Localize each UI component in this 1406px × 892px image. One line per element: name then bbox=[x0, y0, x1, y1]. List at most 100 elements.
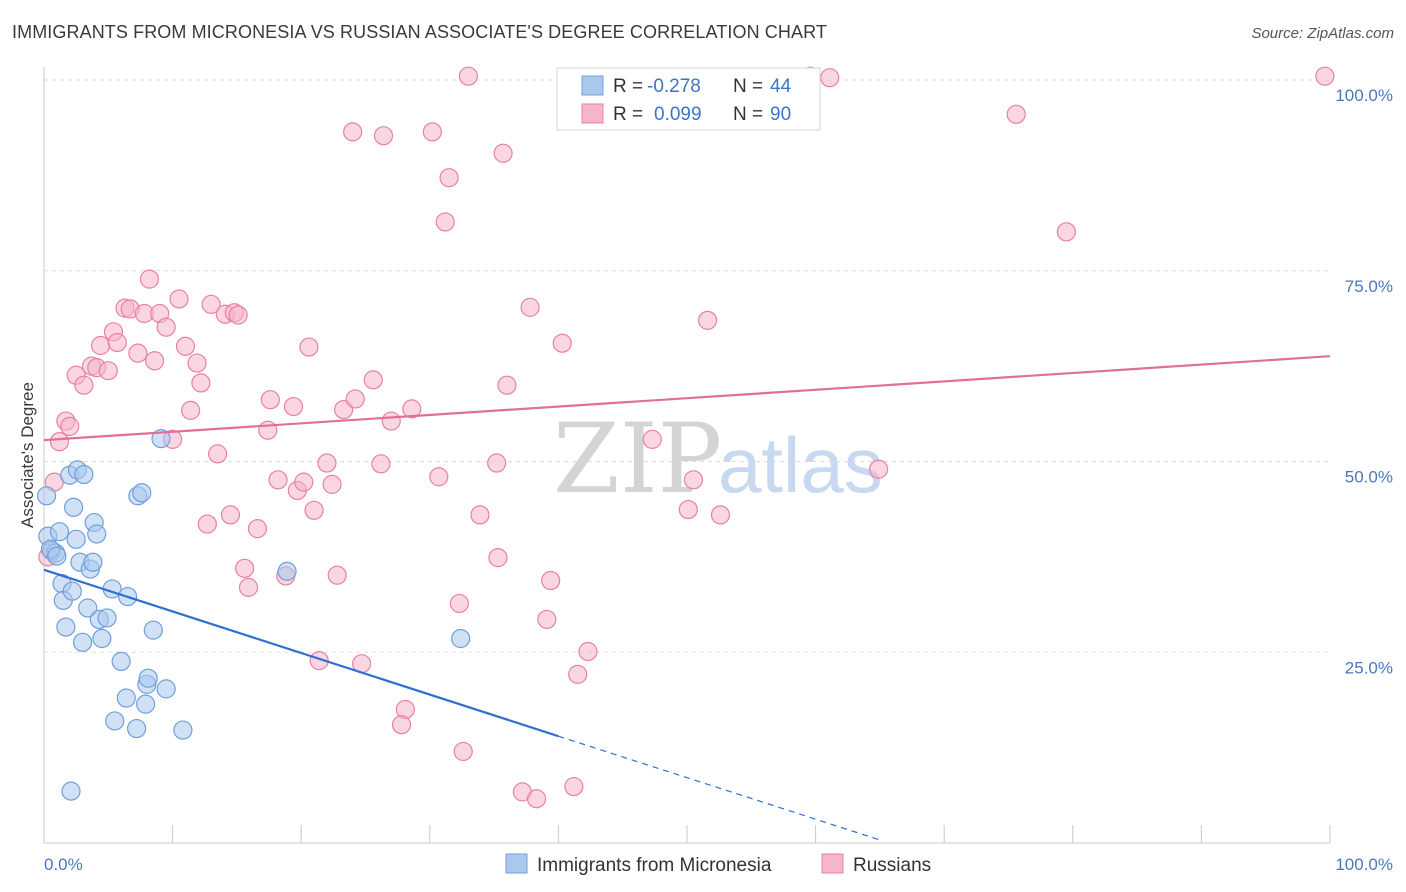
point-russians bbox=[449, 593, 469, 614]
point-micronesia bbox=[151, 429, 171, 449]
y-axis-label: Associate's Degree bbox=[18, 382, 37, 528]
point-russians bbox=[526, 789, 547, 809]
source-credit: Source: ZipAtlas.com bbox=[1251, 25, 1394, 42]
legend-stats-swatch-russians bbox=[581, 103, 604, 124]
point-micronesia bbox=[49, 522, 70, 542]
point-micronesia bbox=[92, 628, 112, 649]
point-russians bbox=[363, 370, 383, 390]
point-micronesia bbox=[78, 598, 98, 618]
point-micronesia bbox=[74, 464, 94, 485]
point-micronesia bbox=[173, 720, 193, 740]
point-micronesia bbox=[62, 581, 82, 601]
point-micronesia bbox=[111, 651, 131, 672]
trend-line-micronesia bbox=[43, 568, 559, 738]
point-micronesia bbox=[83, 552, 103, 572]
point-russians bbox=[107, 332, 127, 353]
legend-label-russians: Russians bbox=[853, 855, 931, 876]
point-russians bbox=[439, 168, 459, 188]
point-russians bbox=[402, 399, 422, 419]
trend-line-russians bbox=[43, 355, 1331, 442]
y-tick-label: 75.0% bbox=[1345, 277, 1393, 296]
point-russians bbox=[317, 453, 337, 473]
point-russians bbox=[49, 432, 70, 452]
point-micronesia bbox=[156, 679, 176, 699]
point-russians bbox=[98, 361, 118, 381]
legend-stats-r-label-micronesia: R = bbox=[613, 76, 643, 97]
point-russians bbox=[74, 375, 94, 395]
point-russians bbox=[470, 505, 490, 525]
point-micronesia bbox=[66, 529, 86, 549]
point-russians bbox=[869, 459, 889, 479]
watermark-atlas: atlas bbox=[718, 421, 883, 509]
point-russians bbox=[497, 375, 517, 395]
point-micronesia bbox=[138, 668, 158, 688]
point-russians bbox=[90, 335, 111, 356]
point-russians bbox=[493, 143, 513, 163]
point-micronesia bbox=[87, 524, 107, 544]
point-russians bbox=[238, 577, 259, 597]
point-russians bbox=[343, 122, 363, 142]
chart-title: IMMIGRANTS FROM MICRONESIA VS RUSSIAN AS… bbox=[12, 22, 827, 42]
legend-stats-n-label-russians: N = bbox=[733, 104, 763, 125]
legend-stats-swatch-micronesia bbox=[581, 75, 604, 96]
axes bbox=[43, 67, 1331, 844]
point-russians bbox=[299, 337, 319, 357]
point-russians bbox=[453, 741, 473, 762]
trend-lines bbox=[43, 355, 1331, 841]
point-russians bbox=[191, 373, 211, 393]
point-russians bbox=[1006, 104, 1026, 124]
point-russians bbox=[552, 333, 572, 353]
point-russians bbox=[435, 212, 455, 232]
point-russians bbox=[144, 351, 165, 371]
point-russians bbox=[201, 294, 221, 314]
legend-stats-n-value-russians: 90 bbox=[770, 104, 791, 125]
point-micronesia bbox=[97, 608, 117, 628]
point-russians bbox=[391, 715, 412, 735]
point-russians bbox=[268, 470, 288, 490]
legend-stats: R = -0.278 N = 44 R = 0.099 N = 90 bbox=[556, 67, 821, 131]
point-russians bbox=[568, 664, 588, 684]
point-micronesia bbox=[143, 620, 163, 640]
point-micronesia bbox=[451, 628, 471, 649]
point-russians bbox=[283, 396, 304, 417]
legend-stats-n-label-micronesia: N = bbox=[733, 76, 763, 97]
point-russians bbox=[169, 289, 189, 309]
point-russians bbox=[322, 474, 342, 494]
point-micronesia bbox=[63, 497, 84, 517]
point-russians bbox=[181, 400, 201, 420]
point-russians bbox=[820, 68, 840, 88]
point-russians bbox=[304, 500, 324, 520]
point-russians bbox=[458, 66, 478, 86]
point-russians bbox=[371, 454, 391, 474]
y-tick-label: 25.0% bbox=[1345, 658, 1393, 677]
point-micronesia bbox=[36, 486, 57, 506]
point-russians bbox=[247, 519, 268, 539]
legend-stats-r-label-russians: R = bbox=[613, 104, 643, 125]
legend-stats-n-value-micronesia: 44 bbox=[770, 76, 792, 97]
point-russians bbox=[487, 453, 507, 473]
point-russians bbox=[60, 416, 80, 437]
point-russians bbox=[128, 343, 148, 363]
trend-line-micronesia-extension bbox=[558, 735, 881, 841]
point-russians bbox=[139, 269, 160, 289]
point-russians bbox=[156, 317, 176, 337]
watermark-zip: ZIP bbox=[553, 403, 722, 515]
point-russians bbox=[642, 429, 662, 449]
point-micronesia bbox=[277, 561, 297, 581]
point-micronesia bbox=[56, 617, 76, 637]
legend-stats-r-value-russians: 0.099 bbox=[654, 104, 702, 125]
watermark: ZIP atlas bbox=[553, 403, 883, 515]
point-russians bbox=[235, 558, 255, 578]
point-russians bbox=[175, 336, 196, 356]
point-russians bbox=[710, 505, 731, 525]
point-micronesia bbox=[126, 718, 147, 739]
point-micronesia bbox=[105, 711, 125, 731]
point-russians bbox=[678, 499, 698, 520]
series-micronesia-points bbox=[36, 429, 471, 801]
point-russians bbox=[1315, 66, 1335, 86]
point-micronesia bbox=[132, 483, 152, 503]
tick-labels: 25.0% 50.0% 75.0% 100.0% 0.0% 100.0% bbox=[44, 86, 1393, 874]
point-russians bbox=[488, 548, 508, 568]
point-russians bbox=[373, 126, 394, 146]
